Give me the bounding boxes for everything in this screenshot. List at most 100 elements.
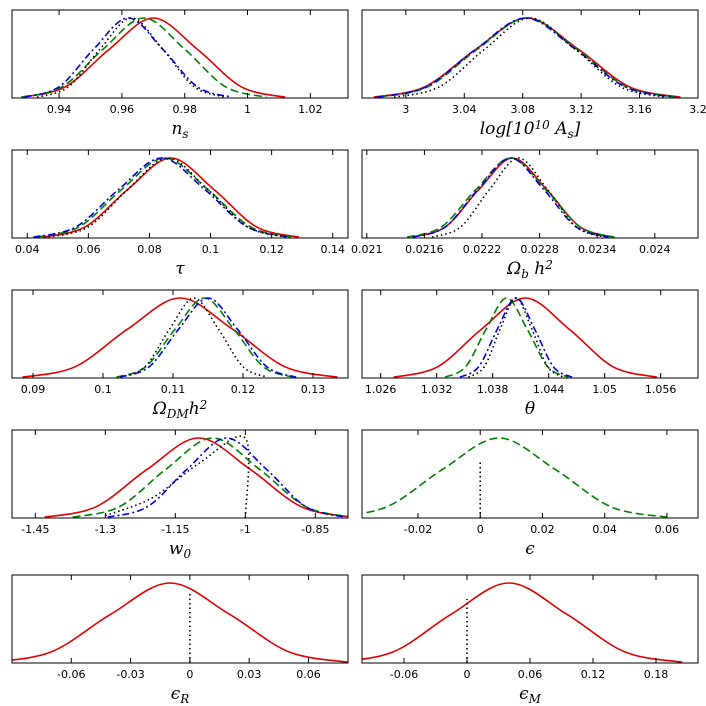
label-part: ] (573, 119, 581, 139)
curve (33, 157, 291, 238)
panel: 0.021 0.0216 0.0222 0.0228 0.0234 0.024 Ωb h2 (351, 149, 699, 281)
x-tick-label: 1.02 (298, 103, 323, 116)
x-axis-label: ΩDMh2 (152, 398, 208, 421)
label-part: A (550, 119, 568, 139)
x-tick-label: -0.06 (57, 668, 85, 681)
panel: 0.04 0.06 0.08 0.1 0.12 0.14 τ (11, 149, 349, 279)
label-part: w (169, 539, 184, 559)
panel: -1.45 -1.3 -1.15 -1 -0.85 w0 (11, 429, 349, 561)
plot-area (21, 17, 286, 98)
x-tick-label: 3.12 (569, 103, 594, 116)
x-tick-label: 0 (186, 668, 193, 681)
x-tick-label: 0 (477, 523, 484, 536)
curve (105, 435, 250, 518)
frame (361, 149, 699, 239)
x-tick-label: 0.02 (530, 523, 555, 536)
curve (120, 297, 268, 378)
x-tick-label: 0.06 (518, 668, 543, 681)
label-part: τ (175, 259, 185, 279)
x-tick-label: 0.04 (15, 243, 40, 256)
x-axis-label: θ (525, 399, 535, 419)
plot-area (406, 157, 615, 238)
curve (72, 437, 348, 518)
label-part: b (521, 267, 529, 281)
label-part: s (182, 127, 188, 141)
x-tick-label: 0.03 (237, 668, 262, 681)
label-part: 10 (535, 118, 551, 132)
label-part: ϵ (519, 684, 529, 704)
x-tick-label: 0.14 (320, 243, 345, 256)
x-tick-label: 0 (464, 668, 471, 681)
label-part: 2 (199, 398, 208, 412)
x-tick-label: 1.038 (477, 383, 509, 396)
curve (467, 297, 565, 378)
frame (361, 289, 699, 379)
x-tick-label: -0.06 (390, 668, 418, 681)
x-tick-label: 0.0216 (405, 243, 444, 256)
curve (12, 582, 348, 663)
x-axis-label: log[1010 As] (480, 118, 581, 141)
x-tick-label: -0.03 (116, 668, 144, 681)
x-tick-label: 0.12 (231, 383, 256, 396)
x-tick-label: 0.12 (259, 243, 284, 256)
x-tick-label: -1.3 (95, 523, 116, 536)
label-part: h (189, 399, 200, 419)
plot-area (12, 582, 348, 663)
x-tick-label: 1.056 (645, 383, 677, 396)
x-tick-label: 1 (244, 103, 251, 116)
curve (373, 17, 681, 98)
label-part: ϵ (171, 684, 181, 704)
x-tick-label: -1.15 (161, 523, 189, 536)
x-tick-label: 0.0228 (520, 243, 559, 256)
label-part: Ω (152, 399, 167, 419)
x-tick-label: 0.1 (202, 243, 220, 256)
x-tick-label: 0.04 (592, 523, 617, 536)
x-tick-label: 1.05 (592, 383, 617, 396)
x-tick-label: 3.04 (452, 103, 477, 116)
x-tick-label: 3 (402, 103, 409, 116)
curve (36, 157, 294, 238)
curve (48, 157, 288, 238)
curve (42, 157, 300, 238)
x-tick-label: -0.85 (301, 523, 329, 536)
x-tick-label: 0.11 (161, 383, 186, 396)
x-tick-label: 0.13 (301, 383, 326, 396)
x-tick-label: 0.08 (137, 243, 162, 256)
label-part: log[10 (480, 119, 535, 139)
curve (21, 17, 267, 98)
curve (431, 157, 606, 238)
curve (107, 437, 346, 518)
x-tick-label: -0.02 (404, 523, 432, 536)
label-part: R (179, 692, 189, 706)
curve (362, 437, 668, 518)
curve (21, 17, 286, 98)
x-tick-label: 0.18 (644, 668, 669, 681)
curve (411, 157, 614, 238)
panel: -0.06 0 0.06 0.12 0.18 ϵM (361, 574, 699, 706)
panel: -0.06 -0.03 0 0.03 0.06 ϵR (11, 574, 349, 706)
x-tick-label: 0.98 (172, 103, 197, 116)
curve (376, 17, 675, 98)
plot-area (362, 582, 683, 663)
x-tick-label: 0.0222 (463, 243, 502, 256)
x-tick-label: -1.45 (21, 523, 49, 536)
frame (361, 574, 699, 664)
plot-area (22, 297, 338, 378)
x-tick-label: 1.026 (365, 383, 397, 396)
x-axis-label: ns (171, 119, 188, 141)
curve (44, 437, 348, 518)
label-part: 2 (544, 258, 553, 272)
plot-area (393, 297, 658, 378)
curve (22, 297, 338, 378)
x-tick-label: 1.044 (533, 383, 565, 396)
panel: 0.09 0.1 0.11 0.12 0.13 ΩDMh2 (11, 289, 349, 421)
x-tick-label: 0.94 (47, 103, 72, 116)
label-part: ϵ (525, 539, 535, 559)
x-axis-label: ϵR (171, 684, 190, 706)
x-tick-label: 0.06 (655, 523, 680, 536)
x-tick-label: 0.96 (110, 103, 135, 116)
label-part: s (567, 127, 573, 141)
frame (11, 149, 349, 239)
x-tick-label: 0.12 (581, 668, 606, 681)
